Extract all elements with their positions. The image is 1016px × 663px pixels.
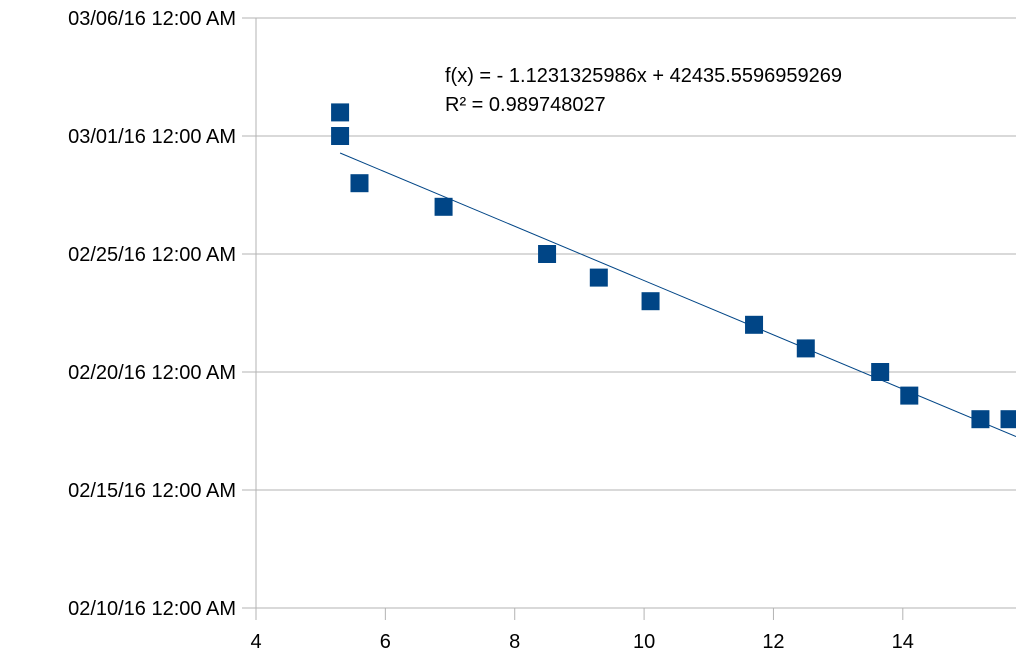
data-point	[589, 268, 608, 287]
data-point	[745, 315, 764, 334]
points-layer	[331, 103, 1016, 429]
data-point	[331, 127, 350, 145]
data-point	[1000, 410, 1016, 429]
data-point	[350, 174, 369, 193]
data-point	[641, 292, 660, 311]
y-tick-label: 03/01/16 12:00 AM	[68, 126, 236, 148]
y-tick-label: 02/25/16 12:00 AM	[68, 244, 236, 266]
data-point	[796, 339, 815, 358]
x-tick-label: 14	[892, 631, 914, 653]
y-tick-label: 03/06/16 12:00 AM	[68, 8, 236, 30]
grid-layer	[256, 17, 1016, 609]
data-point	[434, 197, 453, 216]
x-tick-label: 4	[250, 631, 261, 653]
data-point	[331, 103, 350, 122]
axis-layer	[242, 17, 904, 620]
x-tick-label: 8	[509, 631, 520, 653]
x-tick-label: 6	[380, 631, 391, 653]
y-tick-label: 02/20/16 12:00 AM	[68, 362, 236, 384]
y-tick-label: 02/15/16 12:00 AM	[68, 480, 236, 502]
y-tick-label: 02/10/16 12:00 AM	[68, 598, 236, 620]
trendline-equation: f(x) = - 1.1231325986x + 42435.559695926…	[445, 65, 842, 87]
x-tick-label: 12	[762, 631, 784, 653]
data-point	[971, 410, 990, 429]
x-tick-label: 10	[633, 631, 655, 653]
data-point	[538, 245, 557, 263]
label-layer: 02/10/16 12:00 AM 02/15/16 12:00 AM 02/20/…	[68, 8, 914, 653]
data-point	[871, 363, 890, 381]
data-point	[900, 386, 919, 405]
trendline-r-squared: R² = 0.989748027	[445, 94, 606, 116]
